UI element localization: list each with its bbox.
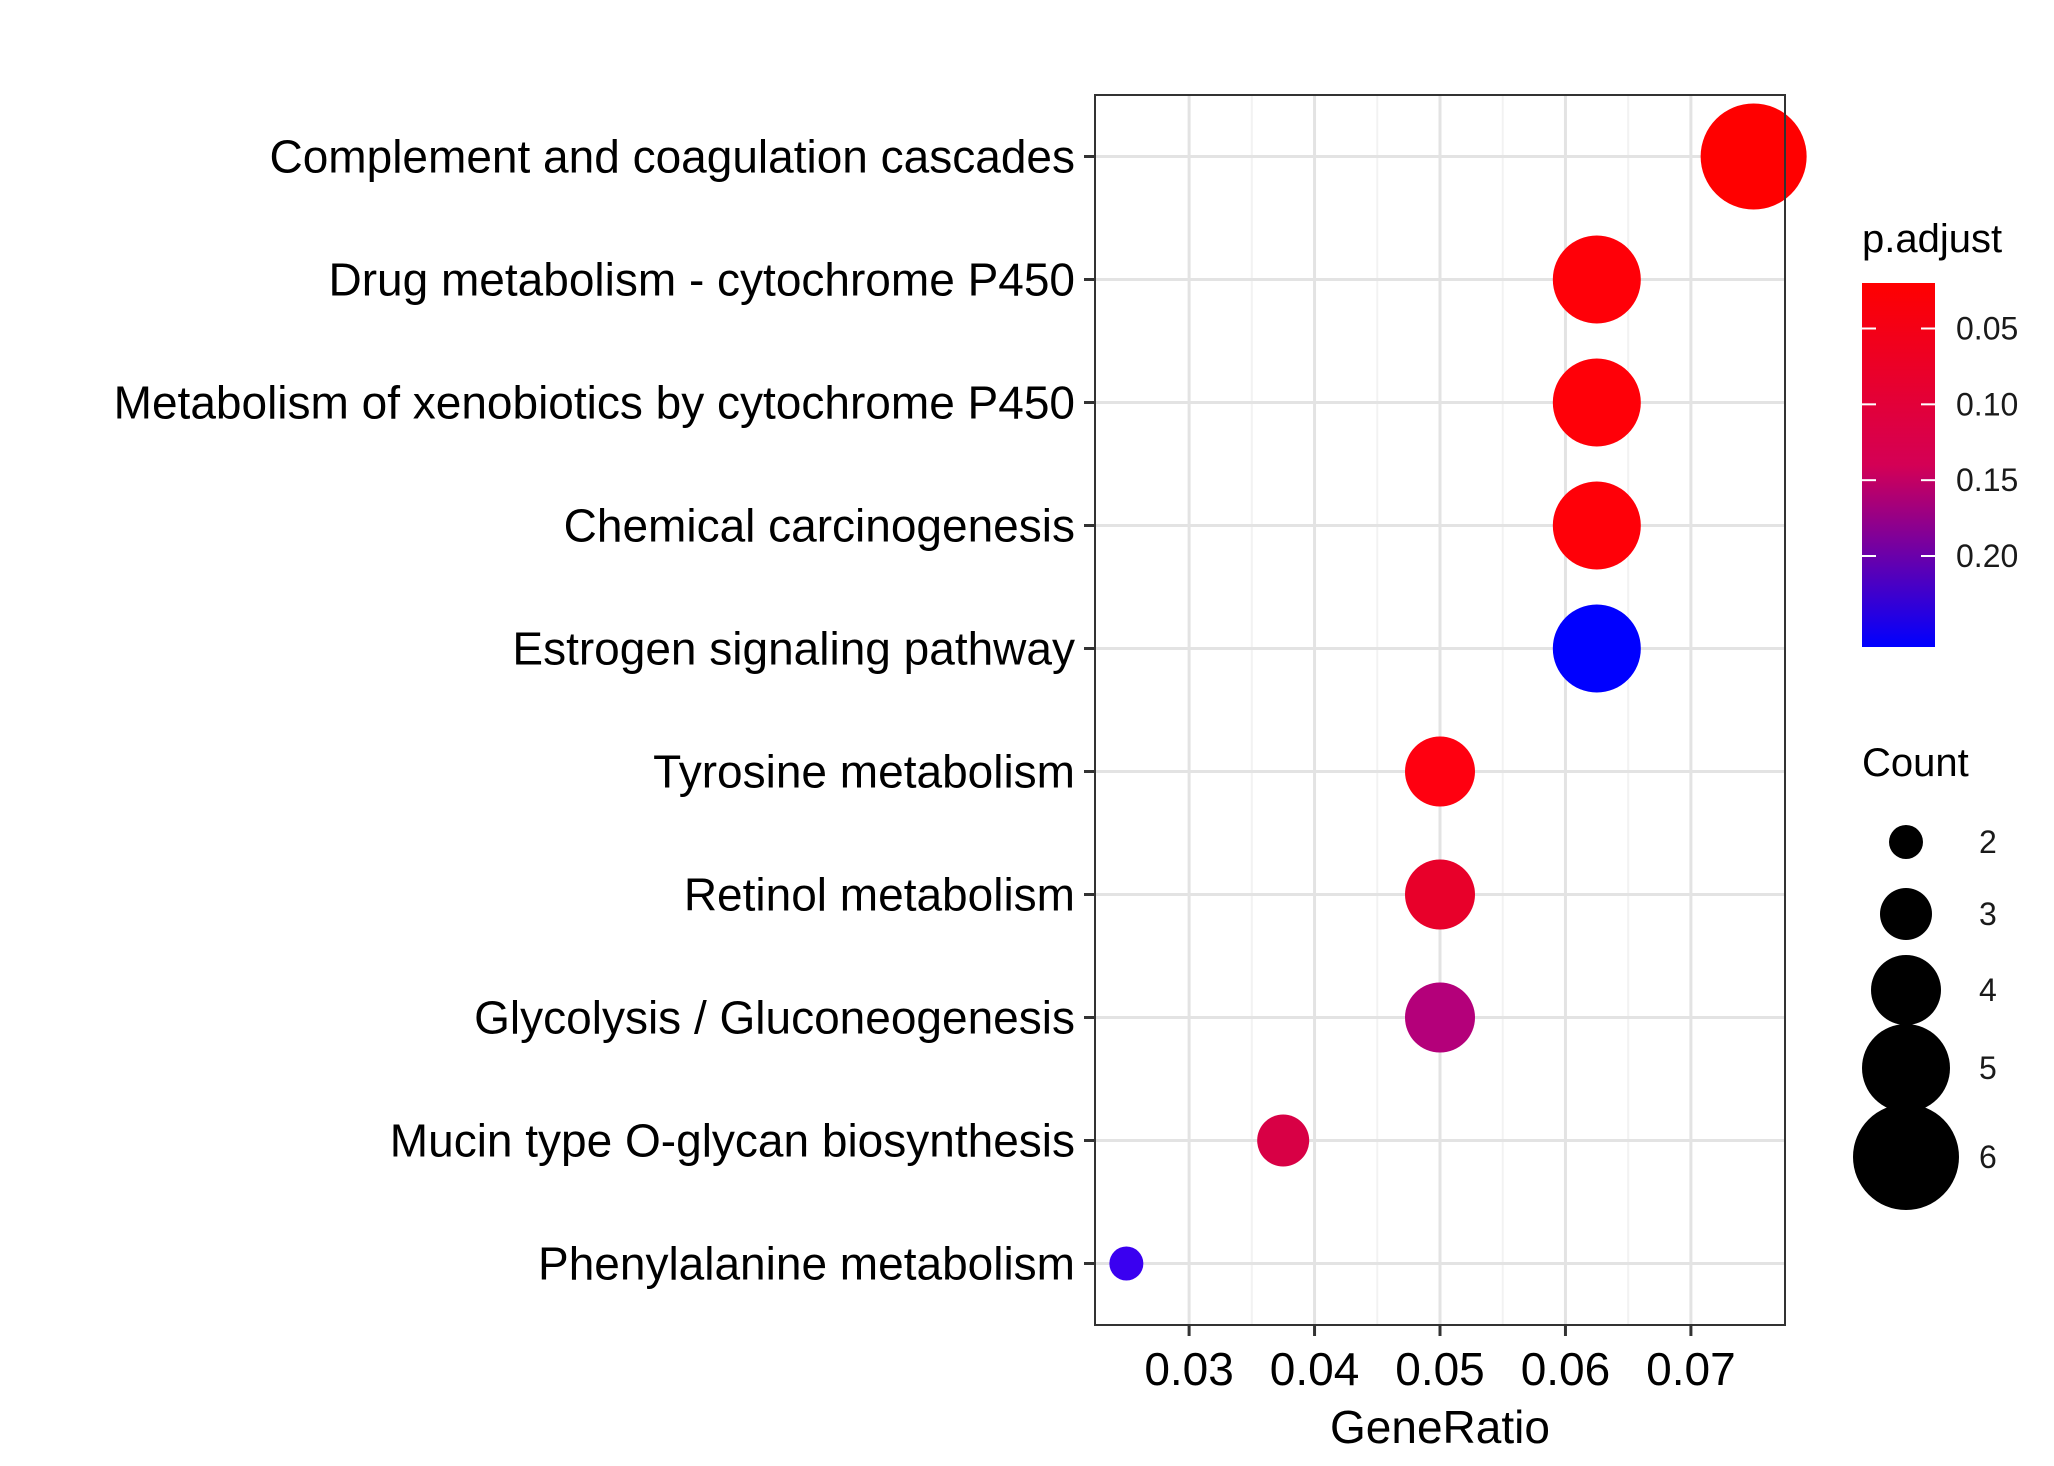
size-legend-point: [1880, 888, 1932, 940]
size-legend-point: [1889, 825, 1923, 859]
x-tick-label: 0.03: [1144, 1343, 1234, 1395]
y-tick-label: Mucin type O-glycan biosynthesis: [390, 1115, 1075, 1167]
size-legend-title: Count: [1862, 741, 1969, 785]
y-tick-label: Estrogen signaling pathway: [512, 623, 1075, 675]
color-legend-title: p.adjust: [1862, 217, 2002, 261]
x-tick-label: 0.04: [1270, 1343, 1360, 1395]
size-legend-label: 5: [1979, 1050, 1997, 1086]
data-point: [1552, 358, 1641, 447]
color-legend-label: 0.10: [1956, 386, 2018, 422]
size-legend-label: 2: [1979, 824, 1997, 860]
x-tick-label: 0.05: [1395, 1343, 1485, 1395]
y-tick-label: Chemical carcinogenesis: [564, 500, 1075, 552]
data-point: [1405, 859, 1475, 930]
y-tick-label: Complement and coagulation cascades: [270, 131, 1076, 183]
data-point: [1700, 103, 1807, 210]
data-point: [1405, 736, 1475, 807]
data-point: [1552, 481, 1641, 570]
size-legend-point: [1862, 1024, 1950, 1112]
size-legend-label: 4: [1979, 972, 1997, 1008]
data-point: [1405, 982, 1475, 1053]
y-tick-label: Retinol metabolism: [684, 869, 1075, 921]
plot-area: Complement and coagulation cascades Drug …: [114, 94, 1807, 1453]
legend-area: p.adjust 0.05 0.10 0.15 0.20 Count 2 3 4 5 6: [1853, 217, 2018, 1210]
size-legend-point: [1871, 955, 1941, 1025]
color-legend-label: 0.20: [1956, 538, 2018, 574]
y-tick-label: Tyrosine metabolism: [653, 746, 1075, 798]
x-tick-label: 0.07: [1646, 1343, 1736, 1395]
y-tick-label: Drug metabolism - cytochrome P450: [328, 254, 1075, 306]
data-point: [1552, 235, 1641, 324]
size-legend-label: 3: [1979, 896, 1997, 932]
x-axis-title: GeneRatio: [1330, 1401, 1550, 1453]
color-legend-bar: [1862, 283, 1935, 647]
x-tick-label: 0.06: [1521, 1343, 1611, 1395]
y-tick-label: Phenylalanine metabolism: [538, 1238, 1075, 1290]
size-legend-point: [1853, 1104, 1959, 1210]
data-point: [1257, 1114, 1310, 1167]
color-legend-label: 0.15: [1956, 462, 2018, 498]
size-legend-label: 6: [1979, 1139, 1997, 1175]
y-tick-label: Glycolysis / Gluconeogenesis: [474, 992, 1075, 1044]
y-tick-label: Metabolism of xenobiotics by cytochrome …: [114, 377, 1075, 429]
data-point: [1109, 1246, 1144, 1281]
color-legend-label: 0.05: [1956, 311, 2018, 347]
data-point: [1552, 604, 1641, 693]
